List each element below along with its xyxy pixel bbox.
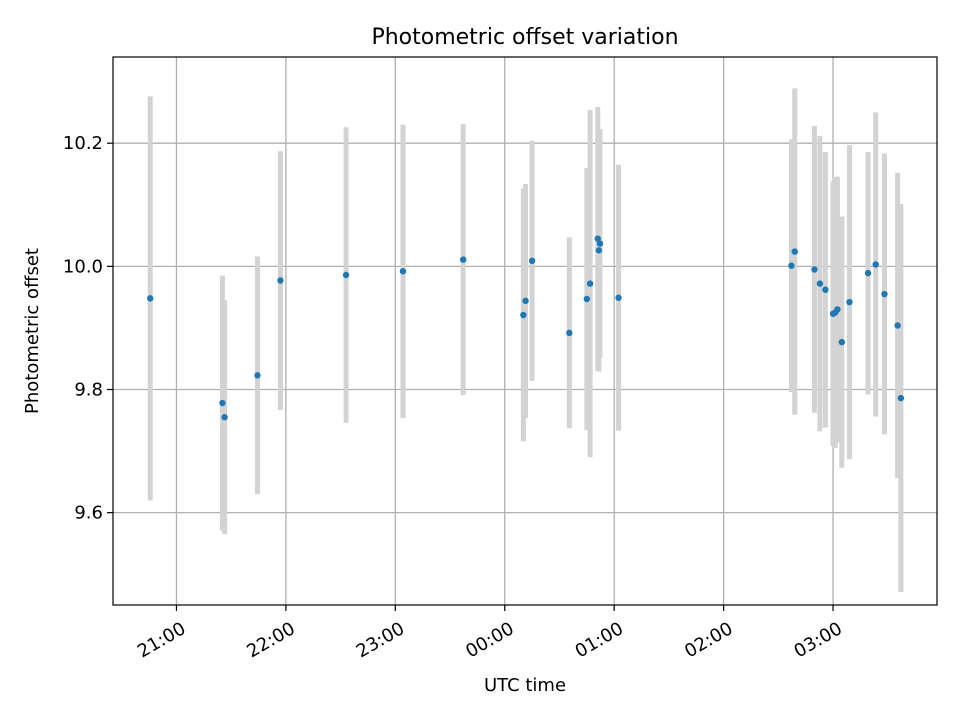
x-axis: 21:00 22:00 23:00 00:00 01:00 02:00 03:00 [134, 605, 846, 662]
data-point [221, 414, 228, 421]
data-point [872, 261, 879, 268]
x-tick-label: 02:00 [681, 618, 736, 662]
chart-title: Photometric offset variation [371, 25, 678, 50]
x-tick-label: 21:00 [134, 618, 189, 662]
data-point [522, 297, 529, 305]
y-axis-label: Photometric offset [22, 248, 43, 414]
data-point [595, 247, 603, 254]
y-axis: 9.6 9.8 10.0 10.2 [63, 133, 113, 524]
data-point [520, 311, 527, 319]
x-axis-label: UTC time [484, 675, 566, 696]
data-point [811, 266, 818, 273]
x-tick-label: 22:00 [243, 618, 298, 662]
data-point [399, 268, 407, 275]
data-point [342, 271, 350, 279]
y-tick-label: 10.2 [63, 133, 103, 154]
data-point [838, 338, 845, 346]
data-point [459, 256, 467, 263]
data-point [791, 248, 798, 255]
data-point [586, 280, 594, 287]
data-point [528, 257, 536, 265]
data-point [822, 286, 829, 293]
data-point [788, 262, 795, 269]
x-tick-label: 23:00 [353, 618, 408, 662]
data-point [277, 277, 284, 284]
data-point [219, 399, 226, 407]
x-tick-label: 01:00 [572, 618, 627, 662]
data-point [596, 240, 604, 247]
data-point [864, 269, 872, 277]
y-tick-label: 10.0 [63, 256, 103, 277]
data-point [615, 294, 622, 301]
data-point [147, 295, 154, 302]
data-point [894, 322, 901, 329]
data-point [897, 394, 905, 402]
data-point [881, 290, 888, 298]
data-point [254, 372, 261, 379]
data-point [583, 295, 591, 303]
data-points [147, 235, 905, 421]
y-tick-label: 9.6 [74, 503, 103, 524]
data-point [816, 280, 824, 287]
x-tick-label: 00:00 [462, 618, 517, 662]
error-bars [147, 88, 904, 593]
data-point [566, 329, 573, 337]
x-tick-label: 03:00 [791, 618, 846, 662]
data-point [594, 235, 601, 242]
data-point [846, 298, 853, 306]
data-point [834, 306, 841, 313]
y-tick-label: 9.8 [74, 379, 103, 400]
plot-area-frame [112, 56, 938, 606]
